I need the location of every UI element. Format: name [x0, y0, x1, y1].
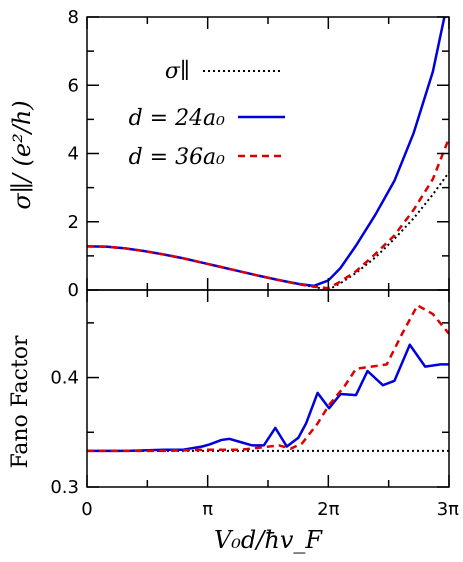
x-tick-label: 2π: [317, 499, 339, 520]
top-y-axis-label: σ∥/ (e²/h): [8, 100, 36, 209]
bottom-panel: 0.3 0.4 0 π 2π 3π Fano Factor V₀d/ħv_F: [8, 289, 459, 554]
legend-label-2: d = 36a₀: [129, 145, 226, 170]
bottom-series-1-line: [87, 343, 449, 453]
x-axis-label: V₀d/ħv_F: [214, 526, 323, 554]
top-y-tick-labels: 0 2 4 6 8: [68, 7, 79, 301]
top-y-tick-label: 0: [68, 280, 79, 301]
bottom-plot-frame: [86, 289, 450, 488]
top-panel: 0 2 4 6 8 σ∥ d = 24a₀ d = 36a₀ σ∥/ (e²/h): [8, 7, 450, 301]
bottom-y-axis-label: Fano Factor: [8, 335, 33, 469]
x-tick-label: 3π: [437, 499, 459, 520]
bottom-ticks-layer: [86, 290, 450, 488]
bottom-y-tick-labels: 0.3 0.4: [50, 368, 79, 498]
x-tick-label: 0: [81, 499, 92, 520]
top-y-tick-label: 6: [68, 75, 79, 96]
bottom-y-tick-label: 0.4: [50, 368, 79, 389]
top-y-tick-label: 4: [68, 144, 79, 165]
x-tick-label: π: [202, 499, 213, 520]
top-y-tick-label: 8: [68, 7, 79, 28]
x-tick-labels: 0 π 2π 3π: [81, 499, 459, 520]
legend-label-0: σ∥: [165, 59, 190, 84]
legend-label-1: d = 24a₀: [129, 106, 226, 131]
top-series-2-line: [87, 137, 449, 290]
legend: σ∥ d = 24a₀ d = 36a₀: [129, 59, 285, 170]
top-series-layer: [87, 17, 449, 290]
top-ticks-layer: [86, 16, 450, 291]
top-y-tick-label: 2: [68, 212, 79, 233]
top-series-0-line: [87, 171, 449, 290]
bottom-series-2-line: [87, 304, 449, 453]
bottom-series-layer: [87, 304, 449, 453]
bottom-y-tick-label: 0.3: [50, 477, 79, 498]
